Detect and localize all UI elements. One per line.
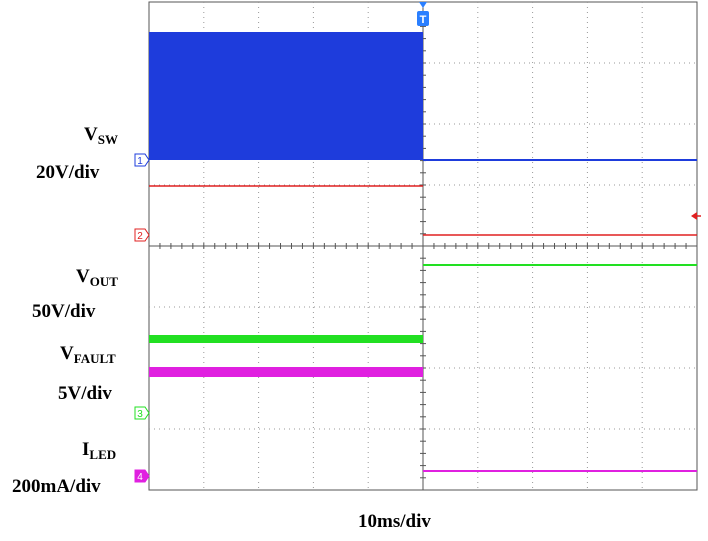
label-iled-scale: 200mA/div: [12, 476, 101, 497]
trigger-level-arrow: [691, 212, 697, 220]
channel-4-marker: 4: [134, 469, 150, 483]
iled-sub: LED: [89, 447, 117, 462]
trigger-marker: T: [417, 2, 429, 26]
vfault-name: V: [60, 343, 74, 364]
channel-2-marker-shape: [134, 228, 150, 242]
channel-3-marker: 3: [134, 406, 150, 420]
label-vsw-scale: 20V/div: [36, 162, 100, 183]
vout-sub: OUT: [89, 274, 118, 289]
vsw-name: V: [84, 124, 98, 145]
channel-markers: 1 2 3 4 T: [134, 2, 701, 483]
label-vfault: VFAULT: [60, 343, 116, 367]
trace-vfault-before: [149, 367, 423, 377]
trigger-arrow: [419, 2, 427, 8]
vfault-sub: FAULT: [73, 351, 116, 366]
channel-3-marker-shape: [134, 406, 150, 420]
trace-vout-before: [149, 335, 423, 343]
channel-3-marker-label: 3: [137, 409, 143, 420]
trigger-box: [417, 11, 429, 26]
label-vout-scale: 50V/div: [32, 301, 96, 322]
label-vfault-scale: 5V/div: [58, 383, 112, 404]
channel-2-marker-label: 2: [137, 231, 143, 242]
channel-1-marker: 1: [134, 153, 150, 167]
channel-4-marker-label: 4: [137, 472, 143, 483]
time-scale-label: 10ms/div: [358, 511, 431, 532]
iled-name: I: [82, 439, 90, 460]
vsw-sub: SW: [97, 132, 118, 147]
label-iled: ILED: [82, 439, 116, 463]
label-vsw: VSW: [84, 124, 118, 148]
trigger-label: T: [420, 14, 427, 26]
label-vout: VOUT: [76, 266, 118, 290]
channel-1-marker-shape: [134, 153, 150, 167]
channel-4-marker-shape: [134, 469, 150, 483]
vout-name: V: [76, 266, 90, 287]
traces: [149, 32, 697, 472]
trace-vsw-switching: [149, 32, 423, 160]
channel-2-marker: 2: [134, 228, 150, 242]
channel-1-marker-label: 1: [137, 156, 143, 167]
